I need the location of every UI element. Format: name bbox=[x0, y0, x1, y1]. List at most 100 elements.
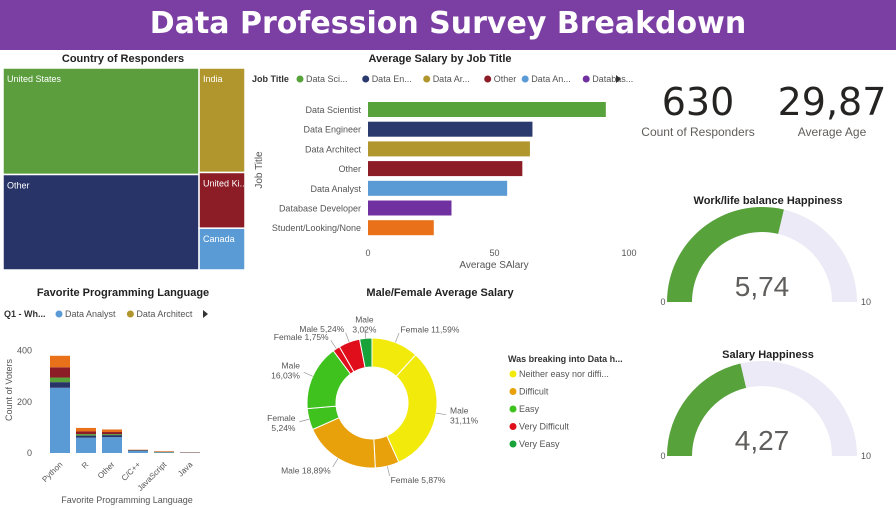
donut-leader-line bbox=[303, 371, 313, 377]
country-treemap[interactable]: United States Other India United Ki... Canad… bbox=[2, 67, 247, 271]
stacked-bar-segment[interactable] bbox=[128, 450, 148, 451]
legend-label: Data Sci... bbox=[306, 74, 348, 84]
treemap-tile[interactable] bbox=[198, 67, 246, 174]
responder-count-label: Count of Responders bbox=[641, 125, 755, 139]
x-tick-label: Java bbox=[176, 460, 195, 479]
salary-happiness-panel-title: Salary Happiness bbox=[722, 349, 814, 361]
legend-marker bbox=[126, 310, 134, 318]
donut-slice-label: Male 5,24% bbox=[299, 324, 344, 334]
responder-count-value: 630 bbox=[661, 80, 735, 124]
legend-marker bbox=[521, 75, 529, 83]
stacked-bar-segment[interactable] bbox=[50, 387, 70, 453]
average-age-value: 29,87 bbox=[777, 80, 887, 124]
salary-by-job-chart[interactable]: Job Title Data Sci... Data En... Data Ar...… bbox=[252, 74, 637, 271]
treemap-tile[interactable] bbox=[198, 171, 246, 229]
stacked-bar-segment[interactable] bbox=[154, 452, 174, 453]
category-label: Data Scientist bbox=[305, 105, 361, 115]
salary-bar[interactable] bbox=[368, 200, 452, 216]
salary-bar[interactable] bbox=[368, 121, 533, 137]
stacked-bar-segment[interactable] bbox=[102, 434, 122, 436]
donut-slice-label: Female 5,24% bbox=[267, 413, 296, 433]
gauge-value: 5,74 bbox=[735, 271, 790, 302]
donut-slice-label: Male 18,89% bbox=[281, 465, 331, 475]
legend-label: Data Ar... bbox=[433, 74, 470, 84]
category-label: Other bbox=[338, 164, 361, 174]
donut-slice-label: Male 16,03% bbox=[271, 361, 300, 381]
worklife-gauge: 5,74 0 10 bbox=[660, 206, 871, 307]
donut-slice-label: Female 5,87% bbox=[391, 475, 446, 485]
gauge-min-label: 0 bbox=[660, 451, 665, 461]
donut-slice[interactable] bbox=[358, 337, 373, 369]
stacked-bar-segment[interactable] bbox=[76, 435, 96, 438]
legend-marker bbox=[55, 310, 63, 318]
stacked-bar-segment[interactable] bbox=[102, 429, 122, 433]
stacked-bar-segment[interactable] bbox=[50, 382, 70, 388]
x-tick-label: JavaScript bbox=[136, 460, 169, 493]
x-tick-label: Other bbox=[96, 460, 117, 481]
gauge-min-label: 0 bbox=[660, 297, 665, 307]
salary-bar[interactable] bbox=[368, 180, 508, 196]
y-tick-label: 400 bbox=[17, 346, 32, 356]
x-tick-label: C/C++ bbox=[120, 460, 143, 483]
gauge-fill bbox=[667, 363, 747, 456]
stacked-bar-segment[interactable] bbox=[76, 431, 96, 435]
category-label: Data Architect bbox=[305, 144, 362, 154]
legend-next-arrow[interactable] bbox=[616, 75, 621, 83]
stacked-bar-segment[interactable] bbox=[50, 377, 70, 383]
legend-marker bbox=[484, 75, 492, 83]
legend-title: Was breaking into Data h... bbox=[508, 354, 623, 364]
treemap-label: Other bbox=[7, 181, 30, 191]
legend-next-arrow[interactable] bbox=[203, 310, 208, 318]
x-axis-title: Favorite Programming Language bbox=[61, 495, 193, 505]
y-axis-title: Job Title bbox=[254, 151, 265, 189]
gauge-max-label: 10 bbox=[861, 297, 871, 307]
treemap-tile[interactable] bbox=[2, 173, 200, 271]
donut-slice-label: Female 11,59% bbox=[400, 324, 459, 334]
gauge-fill bbox=[667, 206, 784, 302]
stacked-bar-segment[interactable] bbox=[50, 355, 70, 368]
salary-bar[interactable] bbox=[368, 141, 530, 157]
legend-label: Very Easy bbox=[519, 439, 560, 449]
legend-title: Q1 - Wh... bbox=[4, 309, 46, 319]
salary-bar[interactable] bbox=[368, 220, 434, 236]
category-label: Student/Looking/None bbox=[272, 223, 361, 233]
donut-slice[interactable] bbox=[386, 354, 438, 463]
stacked-bar-segment[interactable] bbox=[154, 451, 174, 452]
language-panel-title: Favorite Programming Language bbox=[36, 287, 210, 299]
donut-leader-line bbox=[395, 332, 400, 343]
treemap-label: Canada bbox=[203, 234, 235, 244]
salary-happiness-gauge: 4,27 0 10 bbox=[660, 361, 871, 461]
donut-leader-line bbox=[386, 466, 390, 476]
salary-bar[interactable] bbox=[368, 102, 606, 117]
donut-leader-line bbox=[364, 328, 367, 339]
legend-label: Data En... bbox=[372, 74, 412, 84]
x-axis-title: Average SAlary bbox=[459, 260, 528, 271]
legend-marker bbox=[509, 370, 517, 378]
donut-leader-line bbox=[332, 458, 339, 468]
gender-donut-chart[interactable]: Female 11,59% Male 31,11% Female 5,87% Male … bbox=[267, 314, 623, 484]
x-tick-label: 50 bbox=[489, 248, 499, 258]
stacked-bar-segment[interactable] bbox=[50, 367, 70, 378]
stacked-bar-segment[interactable] bbox=[102, 435, 122, 438]
stacked-bar-segment[interactable] bbox=[102, 437, 122, 453]
stacked-bar-segment[interactable] bbox=[128, 450, 148, 453]
legend-label: Neither easy nor diffi... bbox=[519, 369, 609, 379]
stacked-bar-segment[interactable] bbox=[76, 434, 96, 436]
country-panel-title: Country of Responders bbox=[61, 53, 185, 65]
legend-marker bbox=[423, 75, 431, 83]
stacked-bar-segment[interactable] bbox=[76, 427, 96, 432]
legend-label: Data An... bbox=[531, 74, 571, 84]
y-axis-title: Count of Voters bbox=[4, 358, 14, 421]
treemap-tile[interactable] bbox=[198, 227, 246, 271]
y-tick-label: 0 bbox=[27, 448, 32, 458]
donut-leader-line bbox=[299, 418, 310, 423]
stacked-bar-segment[interactable] bbox=[102, 432, 122, 435]
legend-marker bbox=[509, 423, 517, 430]
legend-label: Difficult bbox=[519, 387, 549, 397]
legend-marker bbox=[509, 440, 517, 448]
category-label: Data Engineer bbox=[303, 125, 361, 135]
x-tick-label: R bbox=[80, 460, 91, 471]
language-chart[interactable]: Q1 - Wh... Data Analyst Data Architect Coun… bbox=[4, 309, 208, 505]
salary-bar[interactable] bbox=[368, 161, 523, 177]
stacked-bar-segment[interactable] bbox=[76, 437, 96, 453]
